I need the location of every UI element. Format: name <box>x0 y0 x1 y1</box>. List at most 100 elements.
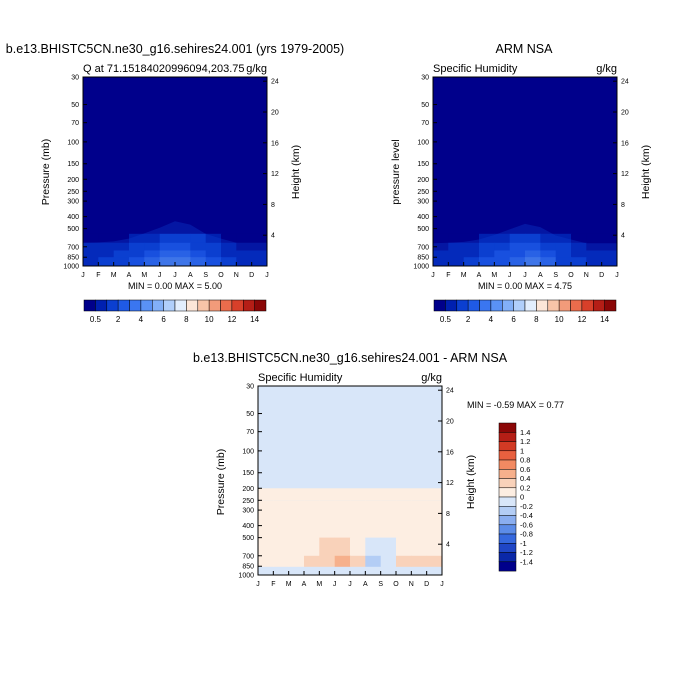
field-cell <box>319 555 336 567</box>
pressure-tick-label: 850 <box>417 255 429 262</box>
pressure-tick-label: 30 <box>421 75 429 82</box>
pressure-tick-label: 50 <box>421 102 429 109</box>
field-cell <box>555 257 572 267</box>
field-cell <box>83 250 99 258</box>
field-cell <box>190 257 207 267</box>
colorbar-box <box>498 533 517 544</box>
pressure-tick-label: 1000 <box>413 264 429 271</box>
height-tick-label: 16 <box>621 140 629 147</box>
panel1-colorbar: 0.5 2 4 6 8 10 12 14 <box>83 299 267 324</box>
field-cell <box>479 257 495 267</box>
month-tick-label: A <box>188 272 193 279</box>
height-tick-label: 8 <box>271 202 275 209</box>
field-cell <box>236 257 253 267</box>
colorbar-box <box>604 299 617 312</box>
pressure-tick-label: 200 <box>417 177 429 184</box>
colorbar-tick-label: 10 <box>205 315 214 324</box>
pressure-tick-label: 200 <box>242 486 254 493</box>
field-cell <box>586 242 603 251</box>
field-cell <box>463 257 480 267</box>
pressure-tick-label: 100 <box>417 139 429 146</box>
panel1-subtitle-left: Q at 71.15184020996094,203.75 <box>83 63 244 75</box>
colorbar-box <box>498 543 517 553</box>
field-cell <box>586 233 603 244</box>
field-cell <box>129 242 145 251</box>
month-tick-label: O <box>218 272 224 279</box>
field-cell <box>555 250 572 258</box>
colorbar-box <box>498 524 517 535</box>
colorbar-box <box>83 299 96 312</box>
field-cell <box>396 555 412 567</box>
colorbar-tick-label: 1 <box>520 446 524 455</box>
panel-model: b.e13.BHISTC5CN.ne30_g16.sehires24.001 (… <box>6 42 344 324</box>
field-cell <box>288 555 305 567</box>
colorbar-tick-label: 10 <box>555 315 564 324</box>
field-cell <box>273 555 290 567</box>
field-cell <box>586 250 603 258</box>
colorbar-box <box>502 299 514 312</box>
colorbar-box <box>433 299 446 312</box>
field-cell <box>221 242 237 251</box>
height-tick-label: 16 <box>271 140 279 147</box>
colorbar-tick-label: 6 <box>161 315 166 324</box>
colorbar-tick-label: -1.4 <box>520 557 533 566</box>
month-tick-label: J <box>440 581 444 588</box>
field-cell <box>448 242 465 251</box>
panel3-colorbar: 1.41.210.80.60.40.20-0.2-0.4-0.6-0.8-1-1… <box>498 422 533 572</box>
field-cell <box>601 257 618 267</box>
colorbar-box <box>152 299 164 312</box>
pressure-tick-label: 300 <box>242 508 254 515</box>
colorbar-box <box>498 469 517 479</box>
panel-observed: ARM NSA Specific Humidity g/kg pressure … <box>390 42 652 324</box>
field-cell <box>411 555 428 567</box>
panel3-ylabel-right: Height (km) <box>465 455 477 509</box>
month-tick-label: J <box>348 581 352 588</box>
field-cell <box>251 257 268 267</box>
field-cell <box>205 250 222 258</box>
field-cell <box>175 242 191 251</box>
field-cell <box>83 242 99 251</box>
colorbar-box <box>498 561 517 572</box>
field-cell <box>144 250 161 258</box>
field-cell <box>304 500 320 539</box>
field-cell <box>205 257 222 267</box>
panel2-subtitle-right: g/kg <box>596 63 617 75</box>
height-tick-label: 20 <box>446 419 454 426</box>
colorbar-tick-label: 4 <box>489 315 494 324</box>
field-cell <box>448 257 465 267</box>
colorbar-box <box>456 299 469 312</box>
field-cell <box>175 233 191 244</box>
month-tick-label: F <box>271 581 275 588</box>
pressure-tick-label: 150 <box>242 470 254 477</box>
month-tick-label: D <box>599 272 604 279</box>
month-tick-label: D <box>249 272 254 279</box>
height-tick-label: 20 <box>621 110 629 117</box>
colorbar-box <box>498 441 517 452</box>
pressure-tick-label: 850 <box>242 564 254 571</box>
panel1-title: b.e13.BHISTC5CN.ne30_g16.sehires24.001 (… <box>6 42 344 56</box>
colorbar-box <box>106 299 119 312</box>
field-cell <box>494 233 511 244</box>
colorbar-box <box>498 506 517 516</box>
field-cell <box>159 233 176 244</box>
field-cell <box>396 537 412 557</box>
pressure-tick-label: 700 <box>242 553 254 560</box>
field-cell <box>586 257 603 267</box>
month-tick-label: M <box>111 272 117 279</box>
field-cell <box>540 250 557 258</box>
height-tick-label: 12 <box>621 171 629 178</box>
field-cell <box>448 250 465 258</box>
height-tick-label: 4 <box>271 233 275 240</box>
pressure-tick-label: 30 <box>71 75 79 82</box>
colorbar-tick-label: 0.2 <box>520 483 530 492</box>
colorbar-tick-label: -0.8 <box>520 530 533 539</box>
field-cell <box>175 250 191 258</box>
panel3-subtitle-right: g/kg <box>421 372 442 384</box>
field-cell <box>426 555 443 567</box>
field-cell <box>494 257 511 267</box>
pressure-tick-label: 50 <box>71 102 79 109</box>
pressure-tick-label: 500 <box>242 535 254 542</box>
field-cell <box>525 242 541 251</box>
field-cell <box>380 555 397 567</box>
field-cell <box>525 233 541 244</box>
